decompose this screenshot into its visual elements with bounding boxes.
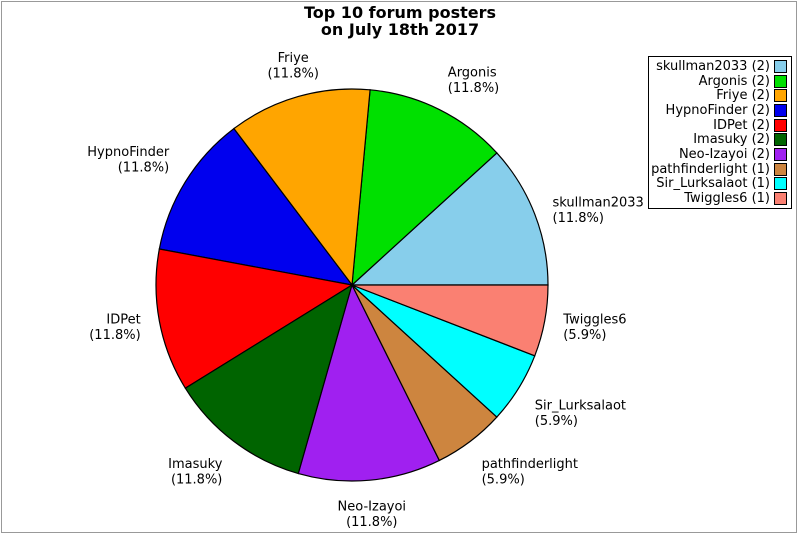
legend-item-label: skullman2033 (2) — [656, 58, 770, 74]
legend-item-argonis: Argonis (2) — [649, 74, 787, 89]
legend-item-neo-izayoi: Neo-Izayoi (2) — [649, 147, 787, 162]
legend-item-friye: Friye (2) — [649, 88, 787, 103]
legend-item-label: HypnoFinder (2) — [665, 102, 770, 118]
pie-slices — [155, 88, 549, 482]
legend-item-pathfinderlight: pathfinderlight (1) — [649, 162, 787, 177]
legend-swatch-neo-izayoi — [774, 147, 787, 161]
legend-item-label: pathfinderlight (1) — [651, 161, 770, 177]
legend-swatch-twiggles6 — [774, 192, 787, 206]
chart-title-line1: Top 10 forum posters — [304, 3, 496, 22]
pie-slice-argonis — [351, 89, 498, 287]
pie-slice-friye — [233, 88, 371, 287]
legend-swatch-imasuky — [774, 133, 787, 147]
legend-swatch-hypnofinder — [774, 103, 787, 117]
pie-slice-imasuky — [184, 283, 354, 475]
legend-swatch-sir_lurksalaot — [774, 177, 787, 191]
pie-slice-hypnofinder — [158, 127, 354, 286]
legend-item-label: Sir_Lurksalaot (1) — [656, 176, 770, 192]
slice-label-argonis: Argonis (11.8%) — [448, 66, 499, 97]
legend-item-label: Neo-Izayoi (2) — [678, 146, 770, 162]
slice-label-friye: Friye (11.8%) — [267, 51, 318, 81]
pie-slice-skullman2033 — [350, 152, 549, 286]
pie-slice-neo-izayoi — [297, 283, 441, 482]
pie-slice-twiggles6 — [351, 284, 549, 357]
legend-swatch-skullman2033 — [774, 59, 787, 73]
slice-label-neo-izayoi: Neo-Izayoi (11.8%) — [338, 500, 407, 530]
legend-swatch-idpet — [774, 118, 787, 132]
legend-box: skullman2033 (2) Argonis (2) Friye (2) Hypn… — [648, 56, 792, 209]
chart-title-line2: on July 18th 2017 — [320, 20, 480, 39]
legend-swatch-pathfinderlight — [774, 162, 787, 176]
pie-slice-idpet — [155, 248, 354, 390]
slice-label-pathfinderlight: pathfinderlight (5.9%) — [482, 457, 578, 488]
legend-item-idpet: IDPet (2) — [649, 118, 787, 133]
legend-swatch-friye — [774, 89, 787, 103]
legend-item-label: Argonis (2) — [698, 73, 770, 89]
legend-item-label: Imasuky (2) — [693, 132, 770, 148]
legend-item-imasuky: Imasuky (2) — [649, 132, 787, 147]
chart-title: Top 10 forum posters on July 18th 2017 — [0, 4, 800, 38]
legend-item-label: IDPet (2) — [713, 117, 770, 133]
legend-item-hypnofinder: HypnoFinder (2) — [649, 103, 787, 118]
legend-item-skullman2033: skullman2033 (2) — [649, 59, 787, 74]
legend-item-label: Twiggles6 (1) — [684, 191, 770, 207]
legend-item-twiggles6: Twiggles6 (1) — [649, 191, 787, 206]
slice-label-idpet: IDPet (11.8%) — [89, 313, 140, 344]
legend-swatch-argonis — [774, 74, 787, 88]
slice-label-imasuky: Imasuky (11.8%) — [168, 457, 223, 488]
legend-item-sir_lurksalaot: Sir_Lurksalaot (1) — [649, 176, 787, 192]
slice-label-hypnofinder: HypnoFinder (11.8%) — [87, 145, 170, 176]
slice-label-skullman2033: skullman2033 (11.8%) — [553, 195, 644, 226]
legend-item-label: Friye (2) — [716, 88, 770, 104]
pie-slice-labels: skullman2033 (11.8%) Argonis (11.8%) Friye (1… — [87, 51, 644, 530]
slice-label-sir_lurksalaot: Sir_Lurksalaot (5.9%) — [535, 399, 626, 430]
slice-label-twiggles6: Twiggles6 (5.9%) — [562, 313, 626, 344]
